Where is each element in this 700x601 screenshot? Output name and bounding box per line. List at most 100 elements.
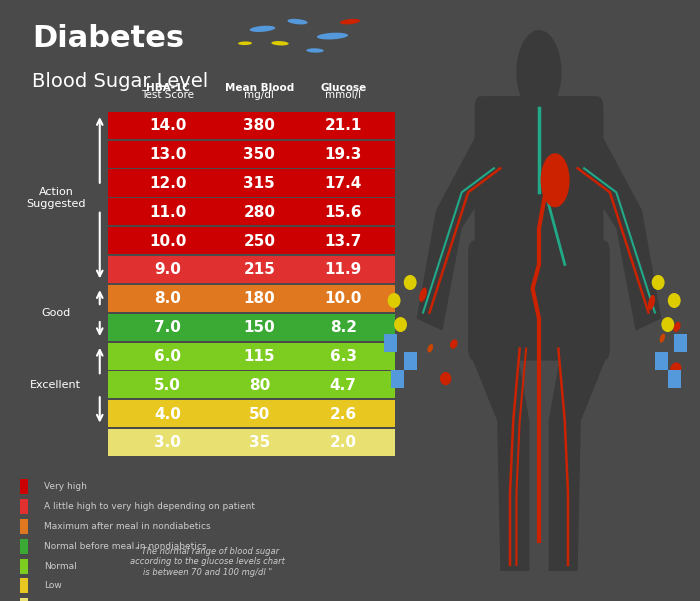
FancyBboxPatch shape [20,578,28,594]
Text: 9.0: 9.0 [154,263,181,277]
FancyBboxPatch shape [108,256,395,283]
Ellipse shape [670,362,682,376]
Ellipse shape [668,293,680,308]
Ellipse shape [250,26,275,32]
FancyBboxPatch shape [108,112,395,139]
FancyBboxPatch shape [108,400,395,427]
Text: Normal before meal in nondiabetics: Normal before meal in nondiabetics [44,542,206,551]
Text: 350: 350 [244,147,275,162]
Text: HBA-1C: HBA-1C [146,83,190,93]
Text: 8.0: 8.0 [154,291,181,306]
FancyBboxPatch shape [674,334,687,352]
Text: 3.0: 3.0 [154,436,181,450]
FancyBboxPatch shape [391,370,404,388]
Text: 13.0: 13.0 [149,147,186,162]
Ellipse shape [404,275,416,290]
Ellipse shape [659,334,665,343]
Ellipse shape [394,317,407,332]
Text: Very high: Very high [44,483,87,491]
Polygon shape [545,270,610,571]
Text: 380: 380 [244,118,275,133]
Text: 14.0: 14.0 [149,118,186,133]
FancyBboxPatch shape [20,480,28,494]
Text: 35: 35 [248,436,270,450]
Ellipse shape [648,295,655,310]
Text: 180: 180 [244,291,275,306]
FancyBboxPatch shape [108,169,395,197]
Text: 8.2: 8.2 [330,320,356,335]
FancyBboxPatch shape [20,519,28,534]
Text: 11.9: 11.9 [325,263,362,277]
Text: 21.1: 21.1 [325,118,362,133]
Text: Low: Low [44,582,62,590]
Text: Diabetes: Diabetes [32,24,184,53]
Text: 12.0: 12.0 [149,176,186,191]
FancyBboxPatch shape [20,538,28,554]
FancyBboxPatch shape [404,352,416,370]
Text: 6.3: 6.3 [330,349,356,364]
Text: Maximum after meal in nondiabetics: Maximum after meal in nondiabetics [44,522,211,531]
Ellipse shape [272,41,288,46]
Text: 115: 115 [244,349,275,364]
FancyBboxPatch shape [108,371,395,398]
Ellipse shape [428,344,433,353]
Text: Normal: Normal [44,562,76,570]
Ellipse shape [673,322,680,332]
Ellipse shape [317,32,348,40]
Polygon shape [468,270,533,571]
Text: Glucose: Glucose [320,83,366,93]
FancyBboxPatch shape [108,141,395,168]
Text: 2.6: 2.6 [330,407,357,421]
Ellipse shape [450,340,458,349]
Text: 19.3: 19.3 [325,147,362,162]
Text: " The normal range of blood sugar
according to the glucose levels chart
is betwe: " The normal range of blood sugar accord… [130,547,285,577]
Text: 13.7: 13.7 [325,234,362,248]
FancyBboxPatch shape [108,285,395,312]
Text: 7.0: 7.0 [154,320,181,335]
Text: mg/dl: mg/dl [244,90,274,100]
Text: Excellent: Excellent [30,380,81,390]
Ellipse shape [288,19,307,25]
Text: Test Score: Test Score [141,90,194,100]
FancyBboxPatch shape [108,343,395,370]
Text: 2.0: 2.0 [330,436,356,450]
FancyBboxPatch shape [475,96,603,282]
FancyBboxPatch shape [108,314,395,341]
FancyBboxPatch shape [668,370,680,388]
Text: Mean Blood: Mean Blood [225,83,294,93]
Text: 5.0: 5.0 [154,378,181,392]
FancyBboxPatch shape [384,334,398,352]
Text: 50: 50 [248,407,270,421]
Ellipse shape [440,372,452,385]
Text: mmol/l: mmol/l [325,90,361,100]
Ellipse shape [662,317,674,332]
Text: A little high to very high depending on patient: A little high to very high depending on … [44,502,255,511]
FancyBboxPatch shape [108,429,395,456]
FancyBboxPatch shape [519,78,559,120]
FancyBboxPatch shape [108,198,395,225]
FancyBboxPatch shape [655,352,668,370]
Polygon shape [416,126,500,331]
Text: Good: Good [41,308,71,318]
Text: 215: 215 [244,263,275,277]
Circle shape [540,153,570,207]
Text: 6.0: 6.0 [154,349,181,364]
Text: 315: 315 [244,176,275,191]
Ellipse shape [419,287,427,302]
FancyBboxPatch shape [20,559,28,573]
FancyBboxPatch shape [108,227,395,254]
Ellipse shape [340,19,360,25]
FancyBboxPatch shape [468,240,610,361]
Text: Blood Sugar Level: Blood Sugar Level [32,72,208,91]
Text: 80: 80 [248,378,270,392]
Text: 10.0: 10.0 [149,234,186,248]
Circle shape [517,30,561,114]
Ellipse shape [307,48,323,53]
FancyBboxPatch shape [20,599,28,601]
FancyBboxPatch shape [20,499,28,514]
Text: 250: 250 [244,234,275,248]
Text: 4.0: 4.0 [154,407,181,421]
Text: 15.6: 15.6 [324,205,362,219]
Text: 280: 280 [244,205,275,219]
Ellipse shape [652,275,664,290]
